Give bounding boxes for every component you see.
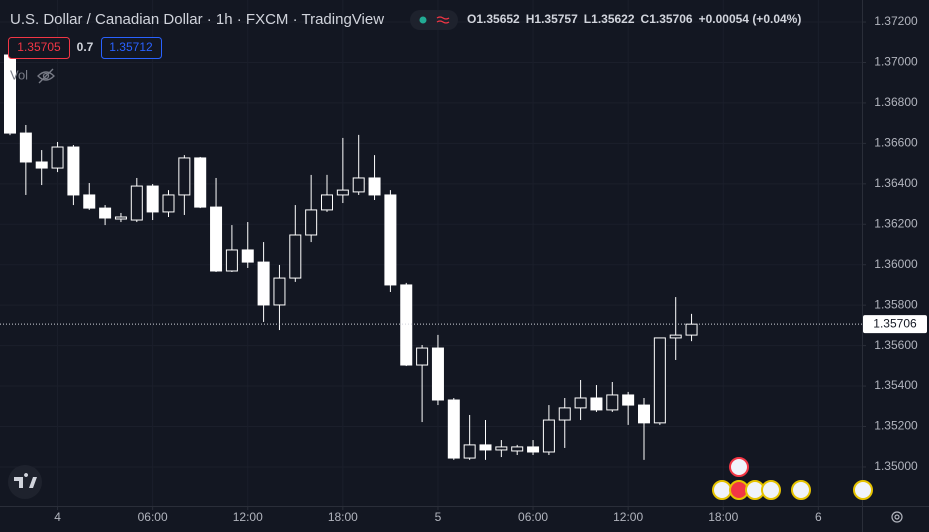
status-dot — [419, 16, 427, 24]
candle-body — [19, 132, 32, 163]
tradingview-logo — [8, 465, 42, 499]
candle-body — [35, 161, 48, 169]
ask-box — [101, 37, 162, 59]
spread: 0.7 — [77, 40, 94, 54]
candle-body — [542, 419, 555, 453]
y-tick-label: 1.36800 — [874, 95, 918, 109]
plot — [0, 51, 862, 460]
y-tick-label: 1.36600 — [874, 136, 918, 150]
ohlc-key: L — [584, 12, 591, 26]
candle-body — [178, 157, 191, 196]
candle-body — [67, 146, 80, 196]
x-tick-label: 06:00 — [518, 510, 548, 524]
y-tick-label: 1.35400 — [874, 378, 918, 392]
candle-body — [51, 146, 64, 169]
y-tick-label: 1.37200 — [874, 14, 918, 28]
candle-body — [574, 397, 587, 409]
candle-body — [210, 206, 223, 272]
candle-body — [479, 444, 492, 451]
y-tick-label: 1.35800 — [874, 297, 918, 311]
candle-body — [368, 177, 381, 196]
candle-body — [606, 394, 619, 411]
ohlc-value: 1.35652 — [476, 12, 520, 26]
volume-label: Vol — [10, 67, 28, 82]
x-tick-label: 5 — [435, 510, 442, 524]
candle-body — [638, 404, 650, 424]
y-tick-label: 1.35000 — [874, 459, 918, 473]
candle-body — [352, 177, 365, 193]
y-tick-label: 1.36000 — [874, 257, 918, 271]
candle-body — [257, 261, 270, 306]
ohlc-legend: O1.35652 H1.35757 L1.35622 C1.35706 +0.00054… — [467, 12, 801, 26]
settings-icon[interactable] — [891, 511, 903, 523]
ohlc-key: H — [526, 12, 535, 26]
x-tick-label: 06:00 — [138, 510, 168, 524]
candle-body — [447, 399, 460, 459]
candle-body — [130, 185, 143, 221]
candle-body — [305, 209, 318, 236]
candle-body — [321, 194, 333, 211]
ohlc-change: +0.00054 (+0.04%) — [699, 12, 802, 26]
candle-body — [99, 207, 112, 219]
candle-body — [590, 397, 603, 411]
last-price-box — [863, 315, 927, 334]
candle-body — [495, 446, 508, 451]
bid-box — [8, 37, 70, 59]
y-tick-label: 1.36200 — [874, 216, 918, 230]
chart-title: U.S. Dollar / Canadian Dollar · 1h · FXC… — [10, 11, 384, 28]
candle-body — [622, 394, 635, 406]
candle-body — [558, 407, 571, 421]
candle-body — [400, 284, 413, 366]
y-tick-label: 1.35600 — [874, 338, 918, 352]
candle-body — [511, 446, 524, 452]
candle-body — [273, 277, 286, 306]
candle-body — [384, 194, 397, 286]
x-tick-label: 18:00 — [328, 510, 358, 524]
candle-body — [194, 157, 207, 208]
x-tick-label: 4 — [54, 510, 61, 524]
candle-body — [463, 444, 476, 459]
candle-body — [83, 194, 96, 209]
candle-body — [114, 216, 127, 220]
ohlc-value: 1.35706 — [649, 12, 693, 26]
x-tick-label: 6 — [815, 510, 822, 524]
ohlc-value: 1.35757 — [534, 12, 578, 26]
candle-body — [431, 347, 444, 401]
status-icon — [436, 16, 450, 24]
candle-body — [162, 194, 175, 213]
x-tick-label: 12:00 — [233, 510, 263, 524]
last-price-label: 1.35706 — [873, 316, 917, 330]
candle-body — [225, 249, 238, 272]
y-tick-label: 1.36400 — [874, 176, 918, 190]
candle-body — [669, 334, 682, 339]
candle-body — [241, 249, 254, 263]
y-tick-label: 1.35200 — [874, 419, 918, 433]
bid: 1.35705 — [17, 40, 61, 54]
candle-body — [527, 446, 540, 453]
candle-body — [653, 337, 666, 424]
ask: 1.35712 — [109, 40, 153, 54]
candle-body — [416, 347, 429, 366]
ohlc-key: C — [641, 12, 650, 26]
candle-body — [336, 189, 349, 196]
x-tick-label: 12:00 — [613, 510, 643, 524]
candle-body — [146, 185, 159, 213]
ohlc-key: O — [467, 12, 476, 26]
ohlc-value: 1.35622 — [591, 12, 635, 26]
y-tick-label: 1.37000 — [874, 55, 918, 69]
x-tick-label: 18:00 — [708, 510, 738, 524]
candle-body — [685, 323, 698, 336]
candle-body — [289, 234, 302, 279]
status-pill — [410, 10, 458, 30]
hide-icon — [37, 68, 55, 84]
event-icons — [712, 457, 873, 500]
